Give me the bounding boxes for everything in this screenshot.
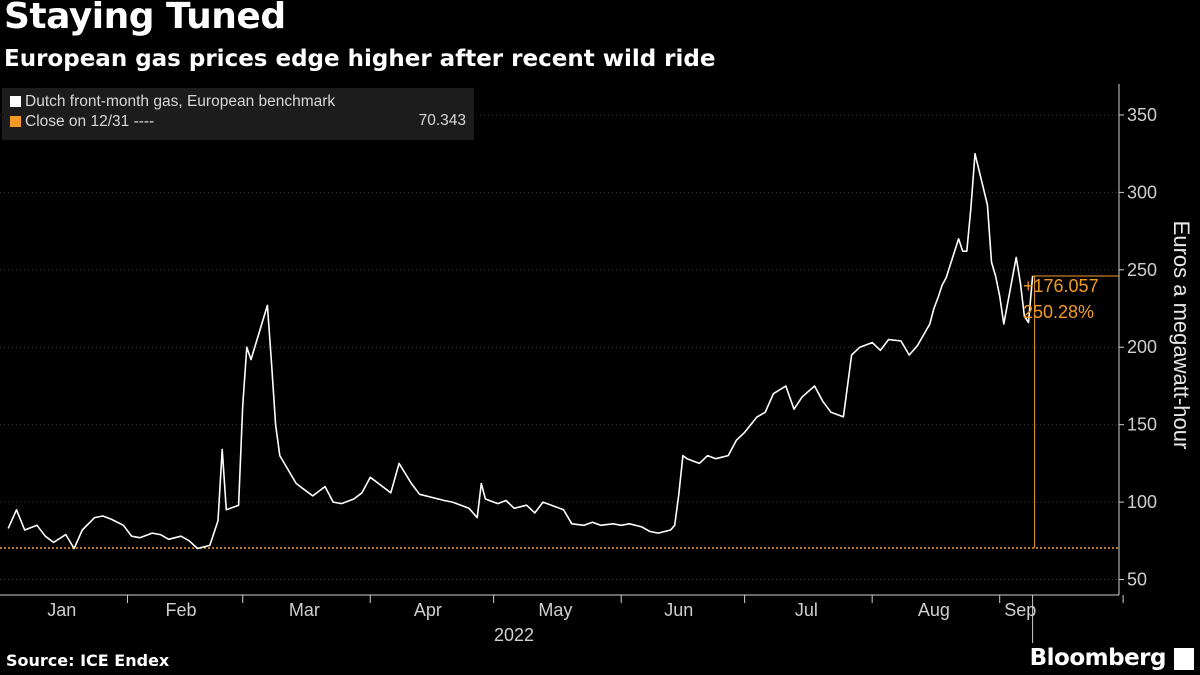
axes-group: [0, 84, 1124, 643]
legend-item-reference: Close on 12/31 ----: [10, 113, 154, 133]
reference-line-group: [0, 275, 1119, 549]
y-tick-label: 150: [1127, 415, 1157, 435]
price-series-line: [7, 152, 1034, 550]
x-tick-label: Aug: [918, 600, 950, 620]
legend-reference-value: 70.343: [418, 112, 466, 129]
legend-swatch-series: [10, 96, 21, 107]
percent-annotation: 250.28%: [1023, 302, 1094, 322]
x-tick-label: Jul: [795, 600, 818, 620]
x-tick-label: Apr: [414, 600, 442, 620]
chart-title: Staying Tuned: [4, 0, 286, 37]
chart-subtitle: European gas prices edge higher after re…: [4, 46, 716, 72]
brand-mark-icon: [1174, 648, 1194, 670]
x-tick-label: Feb: [165, 600, 196, 620]
x-year-label: 2022: [494, 625, 534, 645]
x-tick-label: Jun: [664, 600, 693, 620]
y-tick-label: 50: [1127, 570, 1147, 590]
source-note: Source: ICE Endex: [6, 651, 170, 670]
x-tick-label: May: [538, 600, 572, 620]
x-tick-label: Jan: [47, 600, 76, 620]
y-tick-label: 250: [1127, 260, 1157, 280]
change-annotation: +176.057: [1023, 276, 1099, 296]
grid-lines: [0, 114, 1119, 581]
legend-swatch-reference: [10, 116, 21, 127]
x-tick-label: Mar: [289, 600, 320, 620]
legend-series-label: Dutch front-month gas, European benchmar…: [25, 93, 336, 110]
legend-reference-label: Close on 12/31 ----: [25, 113, 155, 130]
price-series-group: [7, 152, 1034, 550]
legend-item-series: Dutch front-month gas, European benchmar…: [10, 93, 335, 113]
y-tick-label: 350: [1127, 105, 1157, 125]
y-tick-label: 100: [1127, 492, 1157, 512]
brand-logo-text: Bloomberg: [1029, 645, 1167, 671]
y-tick-label: 300: [1127, 182, 1157, 202]
tick-labels-group: 50 100 150 200 250 300 350 Jan Feb Mar Apr May Jun Ju…: [47, 105, 1157, 620]
y-axis-label: Euros a megawatt-hour: [1169, 221, 1194, 450]
x-tick-label: Sep: [1004, 600, 1036, 620]
y-tick-label: 200: [1127, 337, 1157, 357]
legend: Dutch front-month gas, European benchmar…: [2, 88, 474, 140]
